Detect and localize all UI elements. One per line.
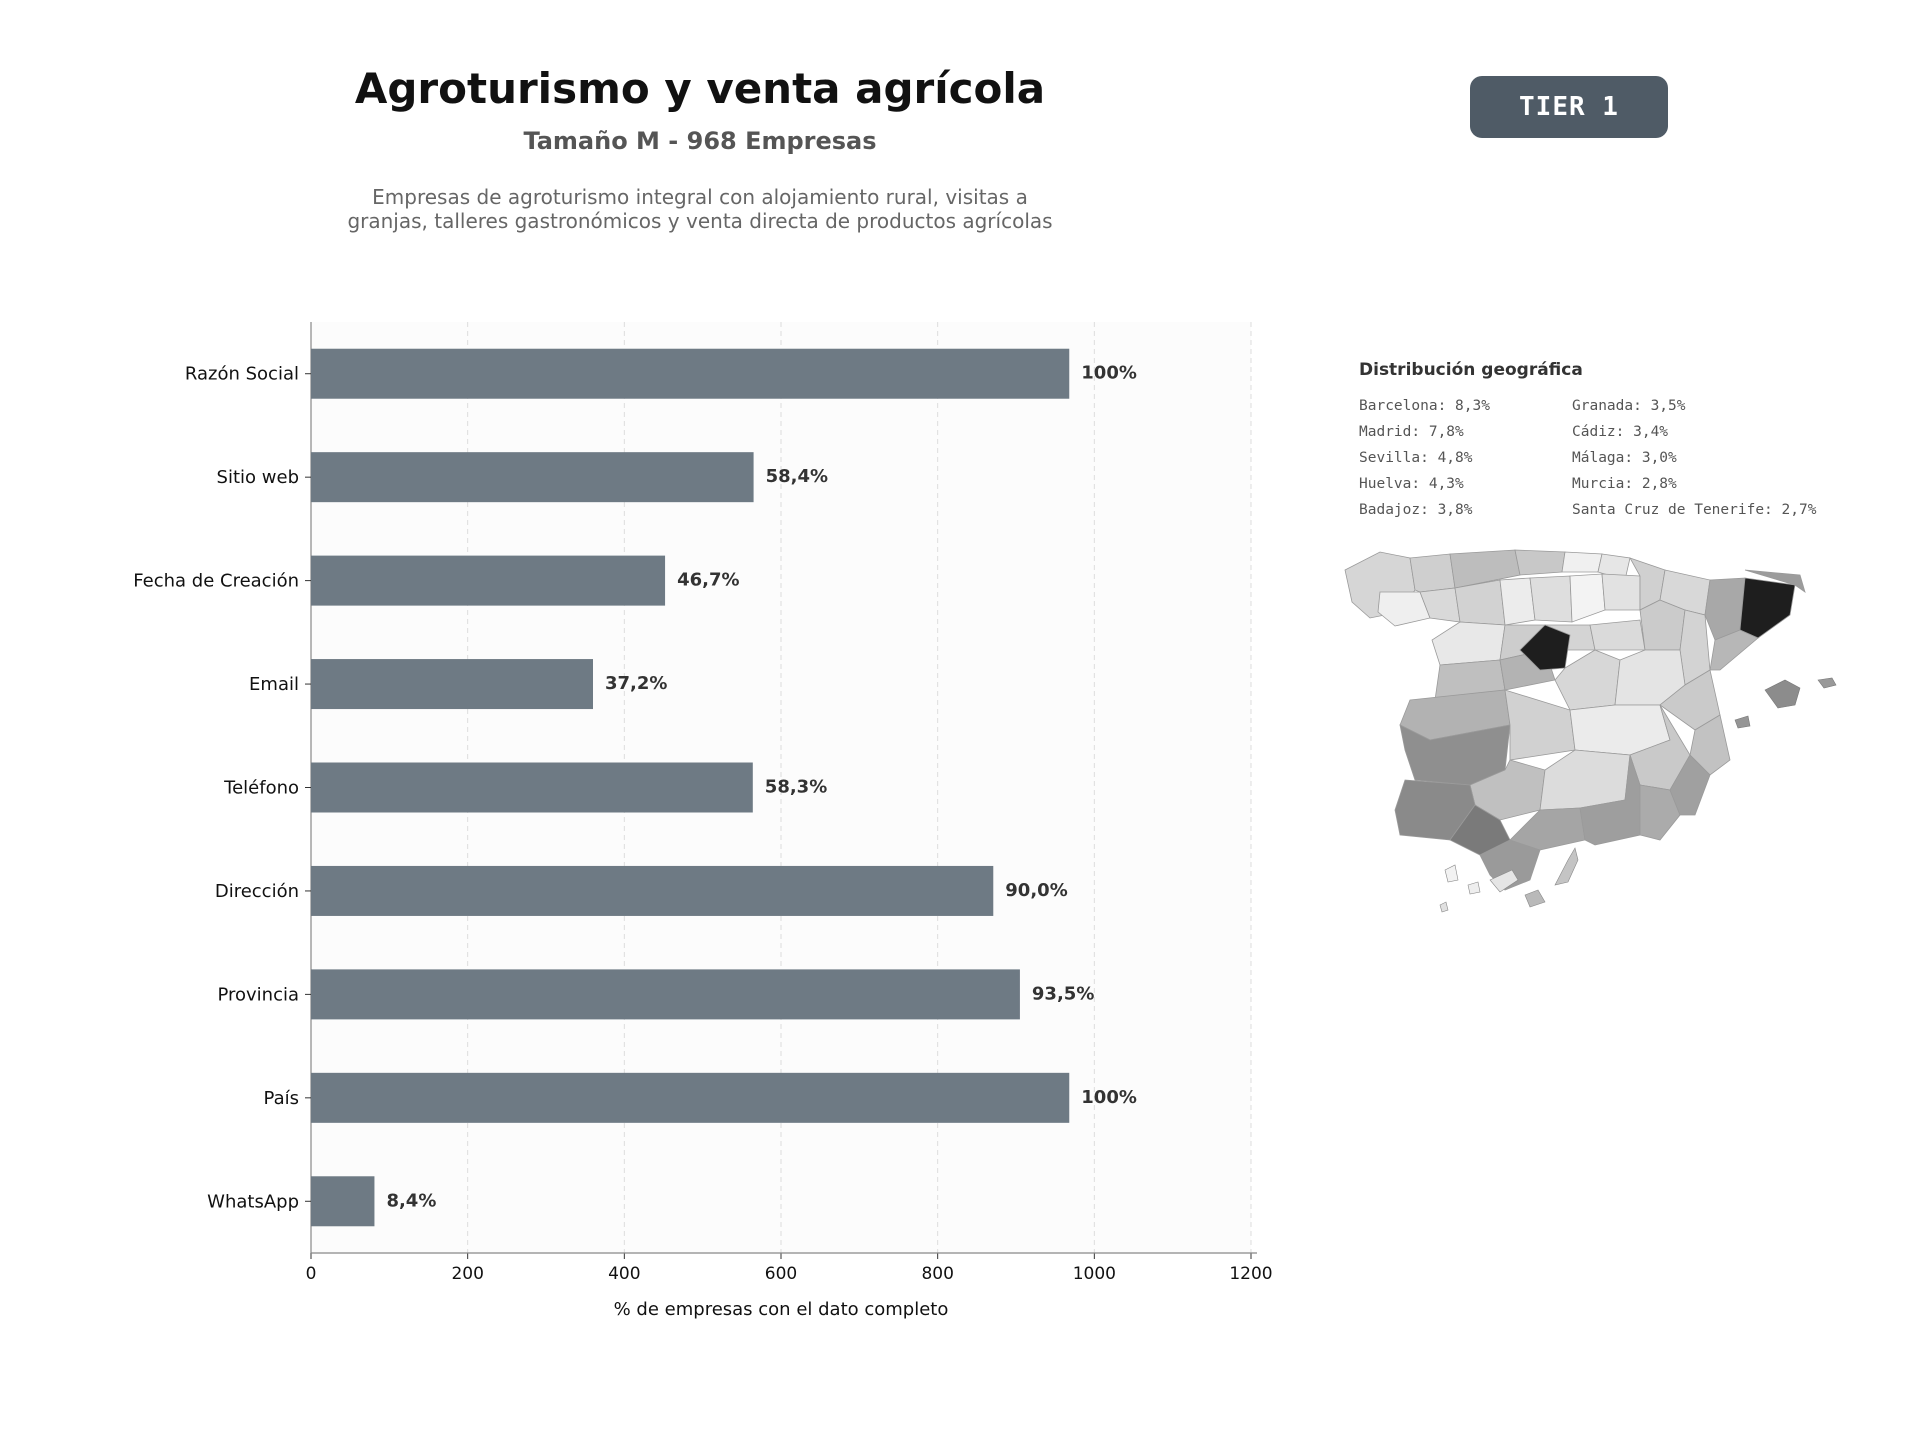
geo-item: Murcia: 2,8% — [1572, 476, 1677, 492]
map-region — [1689, 714, 1731, 776]
bar-value-label: 100% — [1081, 1087, 1137, 1108]
page-subtitle: Tamaño M - 968 Empresas — [523, 127, 877, 155]
bar-value-label: 58,4% — [766, 466, 828, 487]
bar — [311, 659, 593, 710]
x-tick-label: 800 — [921, 1264, 953, 1284]
spain-province-map — [1344, 549, 1837, 913]
map-region — [1561, 551, 1603, 573]
bar-value-label: 37,2% — [605, 673, 667, 694]
map-region — [1519, 624, 1571, 671]
geo-distribution-list: Barcelona: 8,3% Granada: 3,5% Madrid: 7,… — [1359, 398, 1879, 522]
map-region — [1467, 881, 1481, 895]
map-region — [1554, 847, 1579, 886]
bar-value-label: 93,5% — [1032, 983, 1094, 1004]
y-tick-label: Sitio web — [217, 467, 299, 488]
map-region — [1454, 579, 1506, 626]
description-line: granjas, talleres gastronómicos y venta … — [347, 209, 1053, 233]
y-tick-label: Dirección — [215, 881, 299, 902]
x-tick-label: 600 — [765, 1264, 797, 1284]
map-region — [1524, 889, 1546, 908]
map-region — [1739, 577, 1796, 639]
bar — [311, 555, 666, 606]
x-tick-label: 0 — [306, 1264, 317, 1284]
x-tick-label: 1200 — [1229, 1264, 1272, 1284]
bar — [311, 1176, 375, 1227]
page-title: Agroturismo y venta agrícola — [354, 64, 1046, 113]
y-tick-label: Fecha de Creación — [133, 571, 299, 592]
bar — [311, 452, 754, 503]
geo-item: Sevilla: 4,8% — [1359, 450, 1473, 466]
bar — [311, 762, 753, 813]
map-region — [1589, 619, 1646, 651]
bar-value-label: 90,0% — [1005, 880, 1067, 901]
map-region — [1431, 621, 1506, 666]
bar-value-label: 8,4% — [386, 1190, 436, 1211]
bar-value-label: 46,7% — [677, 570, 739, 591]
bar — [311, 1072, 1070, 1123]
x-tick-label: 1000 — [1073, 1264, 1116, 1284]
y-tick-label: Provincia — [217, 984, 299, 1005]
x-axis-label: % de empresas con el dato completo — [614, 1299, 949, 1320]
map-region — [1489, 869, 1519, 893]
map-region — [1444, 864, 1459, 883]
geo-item: Santa Cruz de Tenerife: 2,7% — [1572, 502, 1817, 518]
map-region — [1744, 569, 1806, 593]
description-line: Empresas de agroturismo integral con alo… — [372, 185, 1028, 209]
geo-item: Huelva: 4,3% — [1359, 476, 1464, 492]
y-tick-label: Teléfono — [223, 778, 299, 799]
map-region — [1439, 901, 1449, 913]
map-region — [1764, 679, 1801, 709]
map-region — [1639, 784, 1681, 841]
geo-item: Madrid: 7,8% — [1359, 424, 1464, 440]
map-region — [1529, 575, 1573, 623]
bar-value-label: 58,3% — [765, 777, 827, 798]
map-region — [1734, 715, 1751, 729]
bar — [311, 865, 994, 916]
x-tick-label: 400 — [608, 1264, 640, 1284]
map-region — [1514, 549, 1566, 576]
map-region — [1601, 573, 1641, 611]
y-tick-label: WhatsApp — [207, 1191, 299, 1212]
bar — [311, 969, 1020, 1020]
map-region — [1817, 677, 1837, 689]
map-region — [1504, 689, 1576, 761]
map-region — [1539, 749, 1631, 811]
description: Empresas de agroturismo integral con alo… — [160, 185, 1240, 233]
geo-item: Málaga: 3,0% — [1572, 450, 1677, 466]
x-tick-label: 200 — [451, 1264, 483, 1284]
map-region — [1569, 573, 1606, 623]
tier-badge: TIER 1 — [1470, 76, 1668, 138]
geo-distribution-title: Distribución geográfica — [1359, 360, 1583, 380]
geo-item: Barcelona: 8,3% — [1359, 398, 1490, 414]
y-tick-label: Email — [249, 674, 299, 695]
map-region — [1669, 754, 1711, 816]
completeness-bar-chart: 0 200 400 600 800 1000 1200 Razón Social 100% Sit… — [133, 322, 1273, 1320]
map-region — [1377, 591, 1431, 627]
map-region — [1709, 629, 1759, 671]
y-tick-label: Razón Social — [185, 364, 299, 385]
geo-item: Badajoz: 3,8% — [1359, 502, 1473, 518]
y-tick-label: País — [264, 1088, 299, 1109]
geo-item: Cádiz: 3,4% — [1572, 424, 1669, 440]
map-region — [1409, 553, 1456, 593]
map-region — [1449, 804, 1511, 856]
bar — [311, 348, 1070, 399]
bar-value-label: 100% — [1081, 363, 1137, 384]
geo-item: Granada: 3,5% — [1572, 398, 1686, 414]
map-region — [1499, 577, 1536, 626]
